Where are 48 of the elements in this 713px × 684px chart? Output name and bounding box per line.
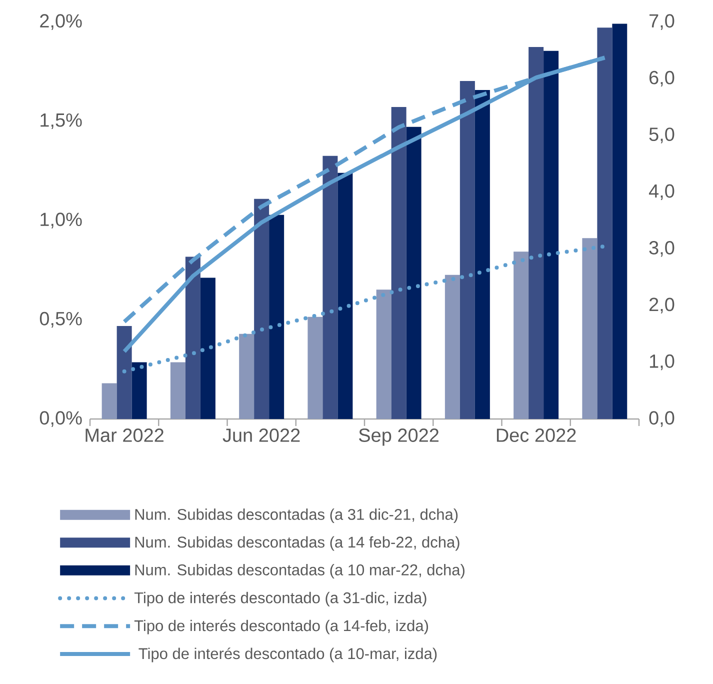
y-tick-label: 2,0%: [40, 14, 82, 30]
y2-tick-label: 2,0: [649, 298, 674, 314]
bar: [116, 326, 132, 419]
y2-tick-label: 4,0: [648, 184, 674, 200]
bar: [597, 28, 612, 419]
bar: [582, 238, 598, 419]
bar: [239, 334, 254, 419]
y2-tick-label: 5,0: [649, 128, 674, 144]
bar: [170, 362, 186, 419]
bar: [269, 214, 284, 419]
line-series: [122, 244, 607, 374]
bar: [406, 126, 422, 419]
bar: [391, 107, 406, 419]
y2-tick-label: 1,0: [650, 354, 674, 370]
bar: [528, 46, 544, 419]
y-tick-label: 1,0%: [40, 212, 82, 228]
legend-label: Tipo de interés descontado (a 10-mar, izda): [138, 648, 437, 662]
x-tick-label: Sep 2022: [359, 428, 439, 446]
legend-label: Tipo de interés descontado (a 14-feb, izda): [134, 620, 428, 634]
x-tick-label: Mar 2022: [86, 428, 164, 442]
y2-tick-label: 0,0: [649, 411, 674, 427]
x-tick-label: Dec 2022: [496, 428, 576, 442]
bar: [338, 172, 353, 419]
y-tick-label: 0,0%: [40, 411, 82, 427]
bar: [200, 278, 216, 419]
bar: [376, 290, 392, 419]
bar: [474, 90, 490, 419]
bar: [132, 362, 147, 419]
bar: [460, 80, 475, 419]
y-tick-label: 1,5%: [40, 113, 82, 130]
bar: [322, 156, 338, 419]
bar: [254, 198, 270, 419]
legend-label: Num. Subidas descontadas (a 14 feb-22, dcha): [135, 536, 460, 551]
y2-tick-label: 6,0: [649, 70, 674, 87]
y2-tick-label: 7,0: [650, 14, 674, 30]
bar: [514, 252, 529, 419]
bar: [102, 383, 117, 419]
y-tick-label: 0,5%: [40, 312, 82, 328]
bar: [544, 50, 559, 419]
x-tick-label: Jun 2022: [222, 428, 300, 442]
y2-tick-label: 3,0: [649, 240, 674, 257]
bar: [185, 256, 200, 419]
bar: [308, 316, 323, 419]
legend-label: Tipo de interés descontado (a 31-dic, izda): [134, 592, 426, 606]
bar: [612, 24, 628, 419]
bar: [444, 274, 460, 419]
legend-label: Num. Subidas descontadas (a 31 dic-21, dcha): [135, 508, 458, 523]
legend-label: Num. Subidas descontadas (a 10 mar-22, dcha): [135, 564, 464, 578]
